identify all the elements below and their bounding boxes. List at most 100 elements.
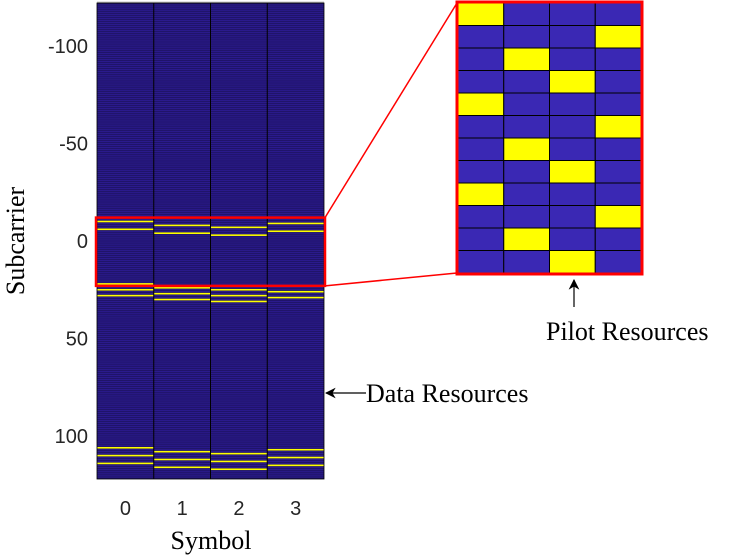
x-tick-label: 0 bbox=[120, 498, 131, 520]
zoom-pilot-cell bbox=[549, 250, 596, 274]
zoom-highlight-box bbox=[94, 216, 327, 288]
zoom-empty-cell bbox=[549, 2, 596, 26]
zoom-pilot-cell bbox=[503, 47, 550, 71]
zoom-empty-cell bbox=[549, 25, 596, 49]
zoom-empty-cell bbox=[549, 115, 596, 139]
x-tick-labels: 0 1 2 3 bbox=[120, 498, 301, 520]
occupied-cell bbox=[210, 294, 268, 297]
zoom-empty-cell bbox=[594, 137, 642, 161]
occupied-cell bbox=[267, 296, 324, 299]
zoom-empty-cell bbox=[503, 160, 550, 184]
zoom-empty-cell bbox=[549, 92, 596, 116]
zoom-empty-cell bbox=[549, 47, 596, 71]
occupied-cell bbox=[267, 456, 324, 459]
occupied-cell bbox=[210, 300, 268, 303]
zoom-empty-cell bbox=[594, 182, 642, 206]
zoom-empty-cell bbox=[594, 227, 642, 251]
zoom-empty-cell bbox=[549, 137, 596, 161]
zoom-empty-cell bbox=[457, 25, 505, 49]
zoom-empty-cell bbox=[549, 205, 596, 229]
occupied-cell bbox=[97, 462, 154, 465]
occupied-cell bbox=[97, 288, 154, 291]
zoom-pilot-cell bbox=[503, 137, 550, 161]
zoom-empty-cell bbox=[457, 47, 505, 71]
zoom-empty-cell bbox=[594, 250, 642, 274]
zoom-pilot-cell bbox=[457, 182, 505, 206]
y-tick-label: 0 bbox=[77, 231, 88, 253]
zoom-empty-cell bbox=[594, 2, 642, 26]
zoom-pilot-cell bbox=[457, 92, 505, 116]
occupied-cell bbox=[97, 220, 154, 223]
x-tick-label: 2 bbox=[233, 498, 244, 520]
occupied-cell bbox=[267, 230, 324, 233]
zoom-empty-cell bbox=[594, 160, 642, 184]
zoom-empty-cell bbox=[457, 115, 505, 139]
zoom-pilot-cell bbox=[503, 227, 550, 251]
zoom-empty-cell bbox=[503, 70, 550, 94]
zoom-connector-bottom bbox=[324, 272, 458, 287]
y-tick-label: -100 bbox=[48, 36, 88, 58]
occupied-cell bbox=[267, 290, 324, 293]
occupied-cell bbox=[210, 468, 268, 471]
zoom-pilot-cell bbox=[549, 70, 596, 94]
data-resources-label: Data Resources bbox=[366, 379, 528, 408]
x-axis-label: Symbol bbox=[171, 526, 252, 555]
main-grid bbox=[96, 1, 325, 480]
occupied-cell bbox=[97, 283, 154, 285]
zoom-empty-cell bbox=[503, 205, 550, 229]
occupied-cell bbox=[153, 232, 211, 234]
occupied-cell bbox=[153, 450, 211, 453]
occupied-cell bbox=[97, 454, 154, 457]
zoom-empty-cell bbox=[594, 92, 642, 116]
zoom-empty-cell bbox=[503, 25, 550, 49]
zoom-empty-cell bbox=[457, 250, 505, 274]
occupied-cell bbox=[153, 466, 211, 469]
zoom-empty-cell bbox=[549, 227, 596, 251]
occupied-cell bbox=[97, 294, 154, 297]
zoom-empty-cell bbox=[457, 160, 505, 184]
occupied-cell bbox=[267, 464, 324, 467]
zoom-empty-cell bbox=[503, 250, 550, 274]
occupied-cell bbox=[210, 226, 268, 229]
zoom-empty-cell bbox=[457, 227, 505, 251]
y-tick-labels: -100 -50 0 50 100 bbox=[48, 36, 88, 448]
occupied-cell bbox=[210, 234, 268, 236]
zoom-empty-cell bbox=[503, 2, 550, 26]
occupied-cell bbox=[210, 452, 268, 455]
occupied-cell bbox=[153, 287, 211, 289]
zoom-empty-cell bbox=[594, 47, 642, 71]
zoom-pilot-cell bbox=[594, 25, 642, 49]
occupied-cell bbox=[97, 446, 154, 449]
zoom-pilot-cell bbox=[594, 115, 642, 139]
zoom-pilot-cell bbox=[549, 160, 596, 184]
y-axis-label: Subcarrier bbox=[1, 187, 30, 296]
occupied-cell bbox=[210, 460, 268, 463]
zoom-empty-cell bbox=[503, 92, 550, 116]
zoom-empty-cell bbox=[503, 115, 550, 139]
occupied-cell bbox=[97, 228, 154, 231]
zoom-panel-frame bbox=[455, 0, 644, 276]
occupied-cell bbox=[210, 288, 268, 291]
x-tick-label: 1 bbox=[177, 498, 188, 520]
zoom-pilot-cell bbox=[457, 2, 505, 26]
y-tick-label: -50 bbox=[59, 133, 88, 155]
y-tick-label: 50 bbox=[66, 329, 88, 351]
zoom-empty-cell bbox=[549, 182, 596, 206]
occupied-cell bbox=[267, 222, 324, 225]
zoom-pilot-cell bbox=[594, 205, 642, 229]
occupied-cell bbox=[153, 224, 211, 227]
zoom-empty-cell bbox=[457, 205, 505, 229]
zoom-empty-cell bbox=[503, 182, 550, 206]
zoom-panel bbox=[455, 0, 644, 276]
symbol-column-lines bbox=[153, 3, 268, 479]
y-tick-label: 100 bbox=[55, 426, 88, 448]
x-tick-label: 3 bbox=[290, 498, 301, 520]
occupied-cell bbox=[153, 292, 211, 295]
zoom-empty-cell bbox=[457, 70, 505, 94]
zoom-connector-top bbox=[324, 2, 458, 218]
zoom-empty-cell bbox=[594, 70, 642, 94]
occupied-cells bbox=[97, 220, 324, 471]
occupied-cell bbox=[153, 298, 211, 301]
occupied-cell bbox=[267, 448, 324, 451]
